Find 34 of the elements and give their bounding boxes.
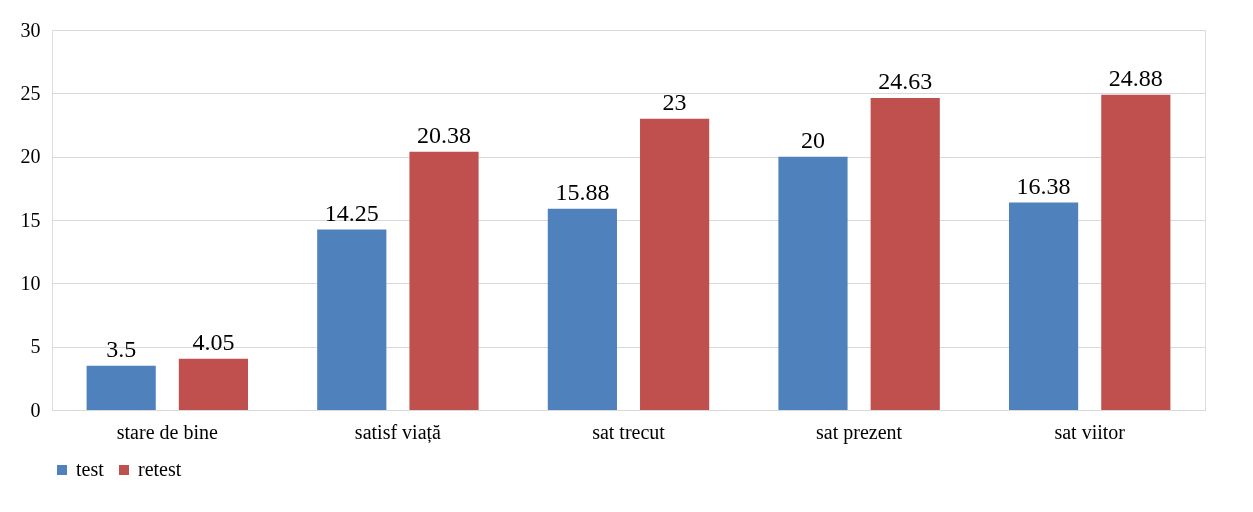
bar [1008, 202, 1079, 410]
bar [317, 229, 387, 410]
legend-label: retest [138, 458, 182, 480]
bar [547, 208, 617, 410]
y-tick-label: 30 [20, 18, 41, 41]
data-label: 3.5 [106, 335, 137, 362]
y-tick-label: 10 [20, 271, 41, 294]
data-label: 20 [800, 126, 825, 153]
data-label: 24.63 [878, 68, 933, 95]
y-tick-label: 0 [30, 398, 41, 421]
bar [870, 98, 940, 410]
x-tick-label: sat prezent [816, 420, 903, 444]
bar [640, 118, 710, 410]
data-label: 20.38 [417, 121, 472, 148]
bar [86, 365, 156, 410]
x-tick-label: sat viitor [1054, 420, 1126, 443]
y-tick-label: 20 [20, 145, 41, 168]
data-label: 16.38 [1016, 172, 1071, 199]
data-label: 23 [662, 88, 687, 115]
x-tick-label: sat trecut [592, 420, 666, 443]
y-tick-label: 5 [30, 335, 41, 358]
bar [178, 358, 249, 410]
data-label: 15.88 [555, 178, 610, 205]
x-tick-label: stare de bine [116, 420, 218, 443]
bar [778, 156, 848, 410]
bar [1101, 94, 1171, 410]
bar [409, 151, 479, 410]
y-tick-label: 25 [20, 81, 41, 104]
data-label: 24.88 [1108, 64, 1163, 91]
data-label: 4.05 [192, 328, 235, 355]
y-tick-label: 15 [20, 208, 41, 231]
data-label: 14.25 [324, 199, 379, 226]
legend-label: test [76, 458, 105, 480]
x-tick-label: satisf viață [354, 420, 442, 444]
